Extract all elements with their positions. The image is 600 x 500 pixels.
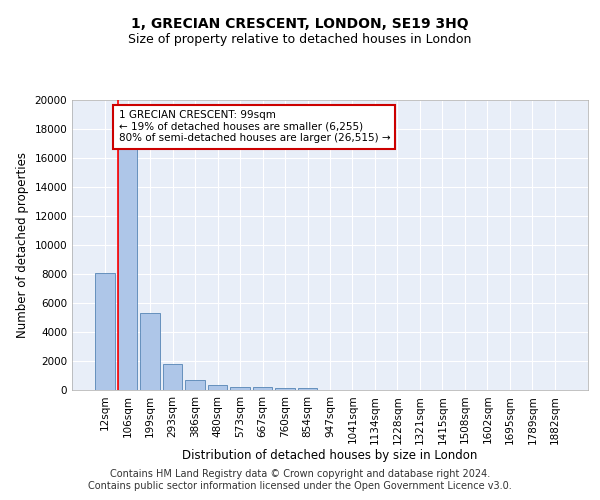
Text: Contains HM Land Registry data © Crown copyright and database right 2024.: Contains HM Land Registry data © Crown c… bbox=[110, 469, 490, 479]
Bar bbox=[275, 388, 295, 390]
Y-axis label: Number of detached properties: Number of detached properties bbox=[16, 152, 29, 338]
Bar bbox=[298, 388, 317, 390]
Bar bbox=[230, 386, 250, 390]
Text: 1, GRECIAN CRESCENT, LONDON, SE19 3HQ: 1, GRECIAN CRESCENT, LONDON, SE19 3HQ bbox=[131, 18, 469, 32]
Bar bbox=[253, 387, 272, 390]
Bar bbox=[208, 385, 227, 390]
Bar bbox=[163, 364, 182, 390]
Text: Size of property relative to detached houses in London: Size of property relative to detached ho… bbox=[128, 32, 472, 46]
Bar bbox=[140, 313, 160, 390]
Bar bbox=[118, 148, 137, 390]
Bar bbox=[185, 380, 205, 390]
Text: 1 GRECIAN CRESCENT: 99sqm
← 19% of detached houses are smaller (6,255)
80% of se: 1 GRECIAN CRESCENT: 99sqm ← 19% of detac… bbox=[119, 110, 390, 144]
X-axis label: Distribution of detached houses by size in London: Distribution of detached houses by size … bbox=[182, 449, 478, 462]
Text: Contains public sector information licensed under the Open Government Licence v3: Contains public sector information licen… bbox=[88, 481, 512, 491]
Bar bbox=[95, 272, 115, 390]
